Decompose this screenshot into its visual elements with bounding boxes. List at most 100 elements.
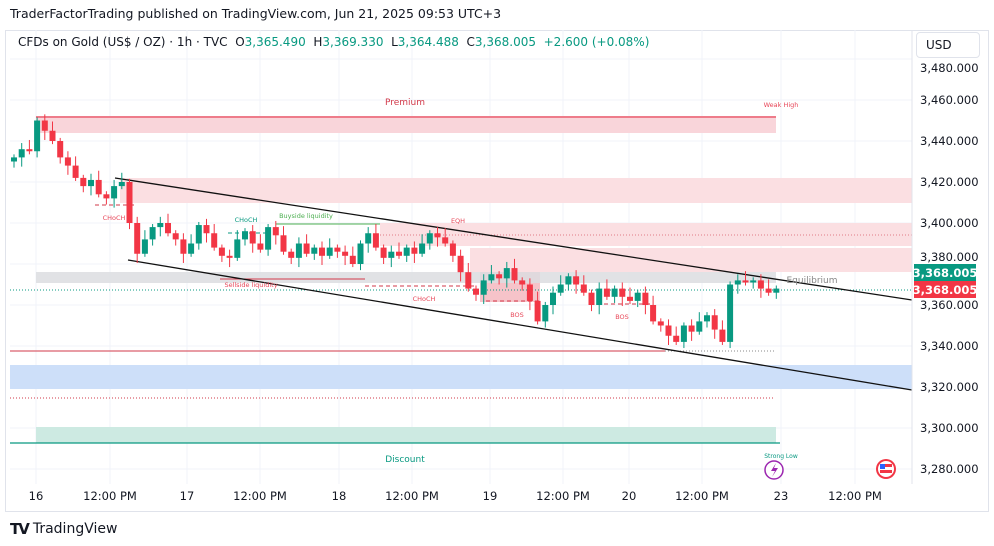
candle-body <box>57 141 64 158</box>
upper-trendline[interactable] <box>114 177 913 301</box>
candle-body <box>249 231 256 244</box>
candle <box>88 173 94 196</box>
candle <box>380 244 387 264</box>
candle-body <box>88 179 94 187</box>
open-label: O <box>235 35 245 49</box>
candle-body <box>64 157 71 166</box>
candle <box>41 114 48 140</box>
candle-body <box>295 243 302 258</box>
candle-body <box>673 335 680 342</box>
candle-body <box>496 274 503 279</box>
candle-body <box>211 233 218 248</box>
candle-body <box>627 296 633 301</box>
candle <box>526 278 533 311</box>
candle-body <box>603 288 610 297</box>
candle-body <box>704 315 710 322</box>
discount-label: Discount <box>385 455 425 465</box>
time-tick-label: 12:00 PM <box>83 489 137 503</box>
candle <box>188 234 195 257</box>
equilibrium-zone <box>36 272 776 283</box>
candle-body <box>473 288 479 295</box>
candle <box>750 277 757 289</box>
candle-body <box>365 233 372 244</box>
currency-button[interactable]: USD <box>916 32 980 58</box>
candle-body <box>11 157 17 162</box>
candle <box>557 275 564 296</box>
candle-body <box>480 280 487 295</box>
lower-trendline[interactable] <box>127 259 913 391</box>
candle <box>342 245 349 266</box>
time-tick-label: 19 <box>483 489 498 503</box>
candle-body <box>650 305 657 322</box>
candle-body <box>226 255 233 258</box>
candle <box>673 326 680 345</box>
chart-frame[interactable] <box>5 30 989 512</box>
candle <box>403 244 410 262</box>
candle-body <box>565 276 572 285</box>
strong-low-label: Strong Low <box>764 453 798 460</box>
bos-label-1: BOS <box>510 311 524 319</box>
candle-body <box>580 284 587 293</box>
candle-body <box>396 251 402 256</box>
candle-body <box>573 276 580 285</box>
weak-high-label: Weak High <box>764 101 799 109</box>
candle-body <box>465 272 472 289</box>
symbol-legend[interactable]: CFDs on Gold (US$ / OZ) · 1h · TVC O3,36… <box>18 35 649 49</box>
candle-body <box>534 300 541 322</box>
last-price-tag-green: 3,368.005 <box>913 264 977 281</box>
candle-body <box>426 233 433 244</box>
candle-body <box>588 292 595 305</box>
candle <box>773 285 780 299</box>
candle-body <box>457 255 464 273</box>
candle <box>619 282 626 307</box>
candle-body <box>303 243 310 254</box>
buyside-liquidity-label: Buyside liquidity <box>279 212 333 220</box>
tradingview-brand[interactable]: TV TradingView <box>10 520 117 538</box>
candle-body <box>234 239 241 258</box>
candle <box>680 322 687 349</box>
candle-body <box>596 288 603 305</box>
close-label: C <box>466 35 475 49</box>
candle-body <box>611 288 618 297</box>
open-value: 3,365.490 <box>244 35 306 49</box>
sellside-liquidity-label: Sellside liquidity <box>224 281 277 289</box>
candle-body <box>272 227 279 236</box>
candle-body <box>411 247 418 254</box>
candle <box>265 224 272 256</box>
candle <box>180 233 187 263</box>
candle <box>542 301 549 328</box>
time-tick-label: 20 <box>622 489 637 503</box>
candle-body <box>141 239 148 254</box>
candle-body <box>442 237 449 244</box>
supply-zone-1 <box>120 178 912 203</box>
us-flag-event-icon[interactable] <box>876 459 896 479</box>
choch-label-2: CHoCH <box>235 216 258 224</box>
candle-body <box>342 251 349 256</box>
candle <box>511 258 518 284</box>
candle <box>157 216 164 237</box>
candle-body <box>203 225 210 234</box>
candle-body <box>165 223 171 234</box>
candle <box>426 230 433 250</box>
candle <box>634 289 641 308</box>
candle-body <box>526 284 533 301</box>
price-tick-label: 3,320.000 <box>920 380 979 394</box>
choch-label-1: CHoCH <box>103 214 126 222</box>
candle-body <box>134 223 141 254</box>
candle-body <box>334 247 341 252</box>
candle <box>226 249 233 268</box>
candle <box>388 245 395 268</box>
candle-body <box>172 233 179 240</box>
eqh-label: EQH <box>451 217 465 225</box>
candle-body <box>488 274 495 281</box>
candle <box>111 179 118 208</box>
lightning-event-icon[interactable] <box>764 460 784 480</box>
candle <box>434 227 441 247</box>
candle-body <box>118 182 125 187</box>
change-value: +2.600 (+0.08%) <box>543 35 650 49</box>
candle <box>319 241 325 266</box>
time-tick-label: 12:00 PM <box>828 489 882 503</box>
candle <box>449 240 456 262</box>
candle <box>650 295 657 325</box>
